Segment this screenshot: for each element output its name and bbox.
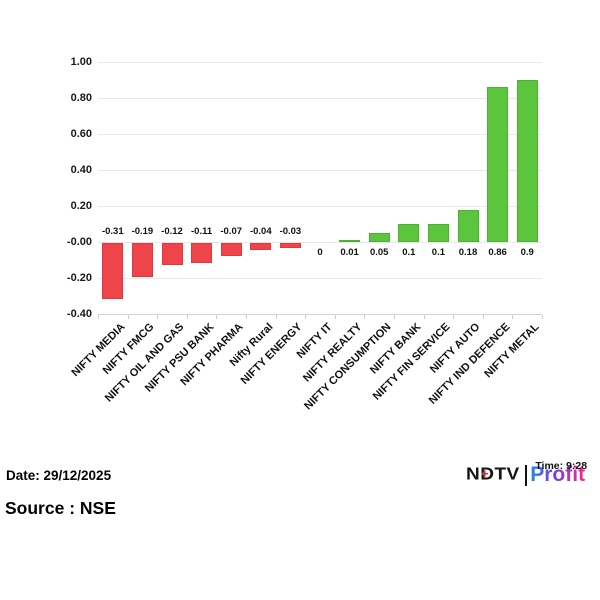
x-axis-tick	[542, 315, 543, 319]
gridline	[98, 62, 542, 63]
value-label-nifty-oil-and-gas: -0.12	[161, 226, 183, 237]
bar-nifty-realty	[339, 240, 361, 243]
x-axis-tick	[186, 315, 188, 319]
bar-nifty-psu-bank	[191, 243, 213, 263]
x-axis-tick	[275, 315, 277, 319]
y-tick-label: -0.40	[66, 308, 92, 320]
y-tick-label: 0.20	[70, 200, 92, 212]
bar-nifty-fin-service	[427, 224, 449, 242]
x-axis-tick	[453, 315, 455, 319]
x-axis-tick	[216, 315, 218, 319]
time-overlay-text: Time: 9:28	[535, 460, 588, 472]
x-axis-tick	[246, 315, 247, 319]
gridline	[98, 206, 542, 207]
x-axis-tick	[157, 315, 159, 319]
y-tick-label: -0.00	[66, 236, 92, 248]
gridline	[98, 170, 542, 171]
gridline	[98, 134, 542, 135]
x-axis-tick	[512, 315, 514, 319]
gridline	[98, 242, 542, 243]
x-axis-tick	[394, 315, 395, 319]
bar-nifty-bank	[398, 224, 420, 242]
date-label: Date: 29/12/2025	[6, 468, 112, 483]
y-tick-label: 1.00	[70, 56, 92, 68]
bar-nifty-auto	[457, 209, 479, 242]
value-label-nifty-metal: 0.9	[520, 247, 534, 258]
value-label-nifty-ind-defence: 0.86	[488, 247, 507, 258]
y-tick-label: 0.60	[70, 128, 92, 140]
x-axis-tick	[482, 315, 484, 319]
x-axis-tick	[364, 315, 366, 319]
ndtv-wordmark: NDTV	[466, 464, 520, 485]
bar-nifty-consumption	[368, 233, 390, 242]
gridline	[98, 278, 542, 279]
bar-nifty-media	[102, 243, 124, 299]
bar-nifty-energy	[279, 243, 301, 249]
y-tick-label: 0.80	[70, 92, 92, 104]
y-tick-label: -0.20	[66, 272, 92, 284]
bar-nifty-oil-and-gas	[161, 243, 183, 265]
value-label-nifty-it: 0	[317, 247, 323, 258]
value-label-nifty-psu-bank: -0.11	[191, 226, 213, 237]
value-label-nifty-fmcg: -0.19	[131, 226, 154, 237]
x-axis-line	[98, 314, 542, 315]
value-label-nifty-energy: -0.03	[279, 226, 302, 237]
y-tick-label: 0.40	[70, 164, 92, 176]
x-axis-tick	[127, 315, 129, 319]
bar-nifty-rural	[250, 243, 272, 251]
bar-nifty-ind-defence	[487, 87, 509, 242]
value-label-nifty-realty: 0.01	[340, 247, 359, 258]
bar-nifty-metal	[516, 80, 538, 242]
ndtv-profit-logo: NDTV + Profit Time: 9:28	[466, 460, 588, 495]
gridline	[98, 98, 542, 99]
value-label-nifty-bank: 0.1	[402, 247, 416, 258]
value-label-nifty-fin-service: 0.1	[431, 247, 445, 258]
bar-nifty-pharma	[220, 243, 242, 256]
logo-separator	[524, 464, 528, 486]
x-axis-tick	[423, 315, 425, 319]
value-label-nifty-media: -0.31	[101, 226, 124, 237]
value-label-nifty-pharma: -0.07	[220, 226, 243, 237]
value-label-nifty-auto: 0.18	[458, 247, 478, 258]
profit-wordmark: Profit	[530, 463, 586, 486]
x-axis-tick	[98, 315, 99, 319]
value-label-nifty-rural: -0.04	[249, 226, 272, 237]
x-axis-tick	[334, 315, 336, 319]
value-label-nifty-consumption: 0.05	[369, 247, 389, 258]
x-axis-tick	[305, 315, 307, 319]
source-label: Source : NSE	[5, 498, 116, 518]
bar-nifty-fmcg	[131, 243, 153, 278]
